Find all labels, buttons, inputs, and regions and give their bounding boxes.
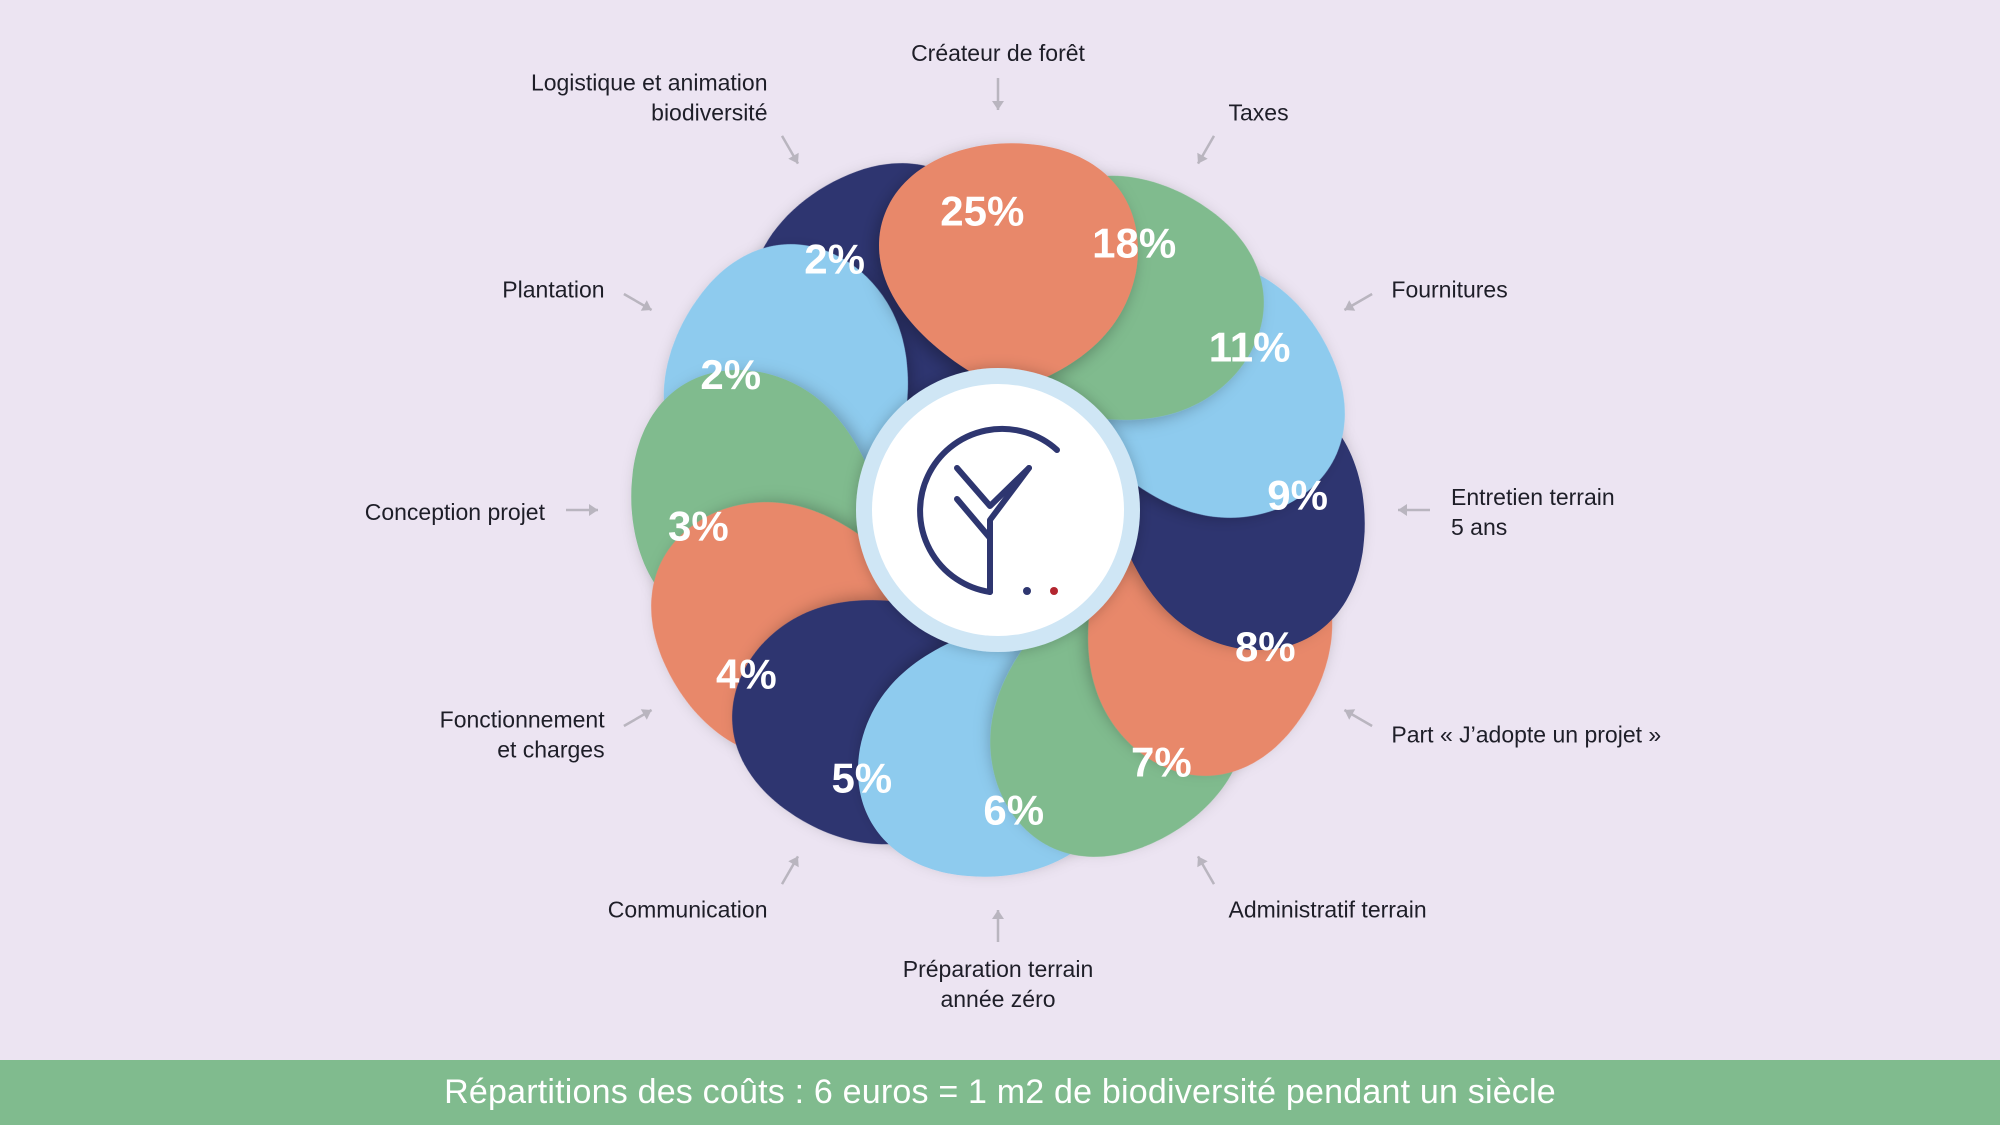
category-label-line: Plantation <box>502 277 604 303</box>
arrow-head <box>1344 709 1356 720</box>
petal-shape <box>879 143 1139 392</box>
forest-logo-icon <box>917 425 1060 595</box>
category-label-line: Fournitures <box>1391 277 1507 303</box>
category-label-administratif-terrain: Administratif terrain <box>1229 896 1427 922</box>
category-label-fournitures: Fournitures <box>1391 277 1507 303</box>
arrow-head <box>788 856 799 868</box>
footer-banner: Répartitions des coûts : 6 euros = 1 m2 … <box>0 1060 2000 1125</box>
category-label-line: Logistique et animation <box>531 70 768 96</box>
category-label-communication: Communication <box>608 896 768 922</box>
category-label-line: Fonctionnement <box>440 707 606 733</box>
category-label-createur-de-foret: Créateur de forêt <box>911 40 1085 66</box>
value-label: 2% <box>804 235 865 282</box>
value-label: 18% <box>1092 220 1176 267</box>
arrow-head <box>589 504 598 516</box>
category-label-line: Créateur de forêt <box>911 40 1085 66</box>
callout-labels: Créateur de forêt Taxes Fournitures Entreti… <box>365 40 1661 1012</box>
chart-caption: Répartitions des coûts : 6 euros = 1 m2 … <box>444 1073 1556 1111</box>
category-label-logistique-et-animation: Logistique et animation biodiversité <box>531 70 768 126</box>
value-label: 2% <box>700 351 761 398</box>
category-label-line: Entretien terrain <box>1451 484 1615 510</box>
category-label-line: Préparation terrain <box>903 956 1094 982</box>
arrow-head <box>788 152 799 164</box>
category-label-preparation-terrain: Préparation terrain année zéro <box>903 956 1094 1012</box>
category-label-line: biodiversité <box>651 100 767 126</box>
category-label-taxes: Taxes <box>1229 100 1289 126</box>
category-label-line: Conception projet <box>365 499 546 525</box>
category-label-line: Communication <box>608 896 768 922</box>
category-label-entretien-terrain: Entretien terrain 5 ans <box>1451 484 1615 540</box>
category-label-line: 5 ans <box>1451 514 1507 540</box>
category-label-line: année zéro <box>940 986 1055 1012</box>
arrow-head <box>1197 856 1208 868</box>
value-label: 5% <box>831 754 892 801</box>
value-label: 3% <box>668 503 729 550</box>
arrow-head <box>992 910 1004 919</box>
category-label-plantation: Plantation <box>502 277 604 303</box>
category-label-part-j-adopte-un-projet: Part « J’adopte un projet » <box>1391 722 1661 748</box>
category-label-fonctionnement: Fonctionnement et charges <box>440 707 606 763</box>
logo-dot-navy <box>1023 587 1031 595</box>
arrow-head <box>992 101 1004 110</box>
arrow-head <box>1398 504 1407 516</box>
value-label: 4% <box>716 650 777 697</box>
logo-dot-red <box>1050 587 1058 595</box>
category-label-line: Administratif terrain <box>1229 896 1427 922</box>
petal-createur-de-foret <box>879 143 1139 392</box>
value-label: 25% <box>940 187 1024 234</box>
value-label: 6% <box>983 787 1044 834</box>
petal-layer: 25% 18% 11% 9% 8% 7% 6% 5% 4% 3% 2% 2% <box>631 143 1365 877</box>
category-label-line: Taxes <box>1229 100 1289 126</box>
arrow-head <box>1344 300 1356 311</box>
arrow-head <box>1197 152 1208 164</box>
value-label: 8% <box>1235 623 1296 670</box>
arrow-head <box>640 709 652 720</box>
value-label: 9% <box>1267 471 1328 518</box>
arrow-layer <box>566 78 1430 942</box>
value-label: 7% <box>1131 739 1192 786</box>
value-labels: 25% 18% 11% 9% 8% 7% 6% 5% 4% 3% 2% 2% <box>668 187 1328 833</box>
category-label-line: et charges <box>497 737 604 763</box>
value-label: 11% <box>1209 324 1291 371</box>
category-label-conception-projet: Conception projet <box>365 499 546 525</box>
center-badge <box>856 368 1140 652</box>
arrow-head <box>640 300 652 311</box>
category-label-line: Part « J’adopte un projet » <box>1391 722 1661 748</box>
